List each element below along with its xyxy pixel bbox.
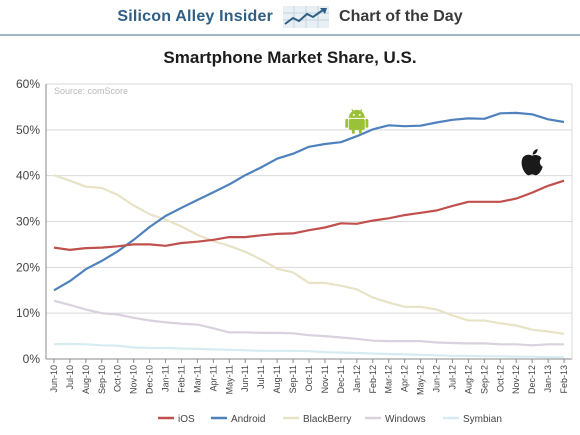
x-tick-label: Jul-10 xyxy=(65,365,75,390)
y-tick-label: 20% xyxy=(16,260,40,274)
x-tick-label: Nov-10 xyxy=(129,365,139,394)
series-line-windows xyxy=(53,299,564,347)
android-logo-icon xyxy=(345,109,369,134)
x-tick-label: Apr-11 xyxy=(208,365,218,391)
trend-logo-icon xyxy=(283,6,330,28)
x-tick-label: Feb-13 xyxy=(559,365,569,394)
x-tick-label: Dec-10 xyxy=(145,365,155,394)
x-tick-label: Oct-12 xyxy=(495,365,505,392)
legend-label-android: Android xyxy=(231,414,265,425)
series-line-android xyxy=(53,111,565,292)
x-tick-label: Sep-12 xyxy=(479,365,489,394)
x-tick-label: Oct-10 xyxy=(113,365,123,392)
x-tick-label: Feb-12 xyxy=(368,365,378,394)
legend-label-blackberry: BlackBerry xyxy=(303,414,351,425)
x-tick-label: Dec-11 xyxy=(336,365,346,393)
y-tick-label: 30% xyxy=(16,215,40,229)
y-tick-label: 0% xyxy=(23,352,41,366)
x-tick-label: Mar-12 xyxy=(384,365,394,394)
series-line-symbian xyxy=(53,342,564,359)
x-tick-label: May-12 xyxy=(416,365,426,395)
x-tick-label: Jan-13 xyxy=(543,365,553,393)
x-tick-label: Jun-10 xyxy=(49,365,59,393)
x-tick-label: Oct-11 xyxy=(304,365,314,391)
y-tick-label: 50% xyxy=(16,123,40,137)
x-tick-label: Aug-11 xyxy=(272,365,282,393)
brand-title: Silicon Alley Insider xyxy=(117,8,274,25)
x-tick-label: Jun-11 xyxy=(240,365,250,392)
x-tick-label: Mar-11 xyxy=(192,365,202,393)
chart-title: Smartphone Market Share, U.S. xyxy=(163,48,417,67)
chart-of-day-label: Chart of the Day xyxy=(339,8,463,25)
x-tick-label: Nov-12 xyxy=(511,365,521,394)
series-line-blackberry xyxy=(53,174,565,335)
x-tick-label: Nov-11 xyxy=(320,365,330,393)
legend-label-ios: iOS xyxy=(178,414,195,425)
series-line-ios xyxy=(53,179,565,251)
x-tick-label: Aug-12 xyxy=(463,365,473,394)
x-tick-label: May-11 xyxy=(224,365,234,394)
legend-label-symbian: Symbian xyxy=(463,414,502,425)
x-tick-label: Sep-11 xyxy=(288,365,298,393)
x-tick-label: Dec-12 xyxy=(527,365,537,394)
x-tick-label: Jul-12 xyxy=(447,365,457,390)
x-tick-label: Jul-11 xyxy=(256,365,266,389)
x-tick-label: Apr-12 xyxy=(400,365,410,392)
x-tick-label: Aug-10 xyxy=(81,365,91,394)
x-tick-label: Jan-11 xyxy=(161,365,171,392)
y-tick-label: 60% xyxy=(16,77,40,91)
y-tick-label: 40% xyxy=(16,169,40,183)
y-tick-label: 10% xyxy=(16,306,40,320)
x-tick-label: Jan-12 xyxy=(352,365,362,393)
x-tick-label: Sep-10 xyxy=(97,365,107,394)
header-bar: Silicon Alley Insider Chart of the Day xyxy=(0,0,580,36)
x-tick-label: Jun-12 xyxy=(432,365,442,393)
source-label: Source: comScore xyxy=(54,86,128,96)
x-tick-label: Feb-11 xyxy=(176,365,186,393)
legend-label-windows: Windows xyxy=(385,414,426,425)
apple-logo-icon xyxy=(521,149,543,176)
